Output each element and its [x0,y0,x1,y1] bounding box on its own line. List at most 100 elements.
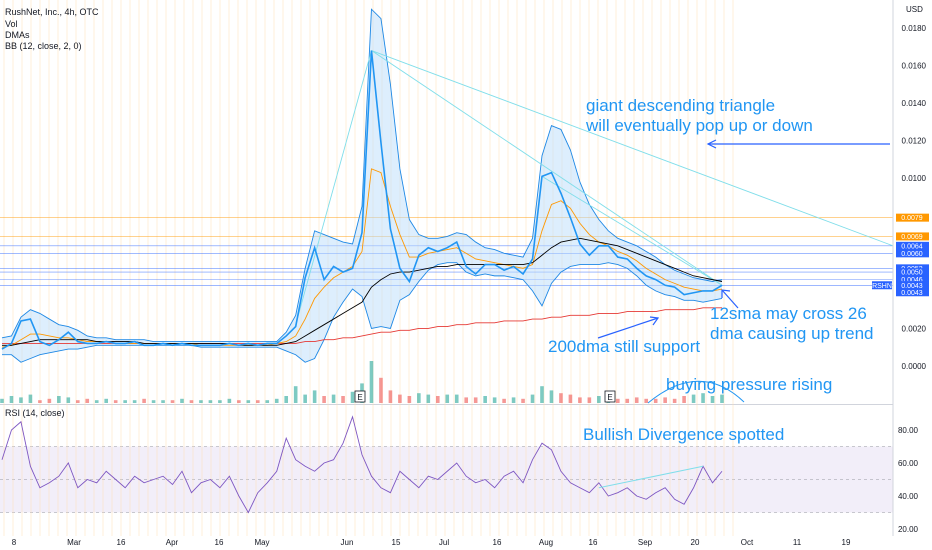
volume-bar [104,398,109,403]
volume-bar [113,400,118,403]
symbol-tag-label: RSHN [872,283,892,290]
price-tag-label: 0.0069 [901,234,923,241]
volume-bar [293,386,298,403]
volume-bar [369,361,374,403]
annotation-triangle-line1: giant descending triangle [586,96,775,115]
x-tick-label: 8 [12,538,17,547]
x-tick-label: May [254,538,269,547]
x-tick-label: 20 [691,538,700,547]
volume-bar [559,393,563,403]
volume-bar [38,400,42,403]
annotation-divergence: Bullish Divergence spotted [583,425,784,444]
buying-pressure-arc [647,380,745,404]
price-tag [896,241,929,250]
divergence-line [598,465,704,489]
price-tick-label: 0.0140 [902,99,927,108]
x-tick-label: 15 [392,538,401,547]
volume-bar [597,396,601,403]
volume-bar [625,398,630,403]
volume-bar [180,398,184,403]
panel-divider [0,404,893,405]
volume-bar [170,400,175,403]
volume-bar [151,400,156,403]
annotation-sma-line2: dma causing up trend [710,324,874,343]
volume-bar [530,394,535,403]
volume-bar [407,396,412,403]
triangle-upper-line [371,50,894,247]
price-tick-label: 0.0160 [902,62,927,71]
volume-bar [237,400,241,403]
x-tick-label: Sep [638,538,653,547]
volume-bar [331,394,336,403]
volume-bar [0,398,4,403]
volume-bar [85,398,90,403]
annotation-triangle-line2: will eventually pop up or down [585,116,813,135]
volume-bar [123,400,127,403]
volume-bar [284,396,289,403]
symbol-tag [872,281,892,290]
volume-bar [66,397,71,403]
x-tick-label: 16 [589,538,598,547]
volume-bar [322,396,326,403]
volume-bar [227,398,232,403]
volume-bar [663,397,667,403]
legend-bb: BB (12, close, 2, 0) [5,41,82,51]
price-tag-label: 0.0043 [901,283,923,290]
x-tick-label: Jul [439,538,449,547]
volume-bar [710,396,715,403]
triangle-left-line [295,50,372,325]
last-price-label: 0.0043 [901,290,923,297]
x-tick-label: 11 [793,538,802,547]
triangle-inner-line [371,50,723,286]
price-tag-label: 0.0050 [901,270,923,277]
chart-background [0,404,893,513]
price-tick-label: 0.0020 [902,324,927,333]
earnings-marker[interactable]: E [354,390,366,403]
price-tick-label: 0.0180 [902,24,927,33]
volume-bar [189,400,194,403]
volume-bar [94,400,99,403]
volume-bar [502,398,506,403]
volume-bar [483,396,487,403]
arrow-support [597,316,660,339]
arrow-sma [721,289,739,309]
volume-bar [265,400,270,403]
bb-fill [2,9,722,363]
volume-bar [255,400,260,403]
price-tag [896,213,929,222]
bb-lower [2,262,723,363]
volume-bar [615,398,620,403]
price-series [1,50,723,350]
volume-bar [464,397,469,403]
currency-label: USD [906,5,923,14]
last-price-tag [896,288,929,297]
volume-bar [75,400,80,403]
volume-bar [9,396,14,403]
volume-bar [218,400,222,403]
triangle-second-line [541,175,723,286]
earnings-marker[interactable]: E [604,390,616,403]
x-tick-label: Oct [741,538,754,547]
volume-bar [691,394,696,403]
volume-bar [161,400,165,403]
svg-text:E: E [357,393,362,402]
volume-bar [672,398,677,403]
volume-bar [28,394,33,403]
bb-upper [1,8,723,343]
volume-bar [511,397,516,403]
bollinger-bands [1,8,723,363]
x-tick-label: 19 [842,538,851,547]
descending-triangle-lines [295,50,894,325]
volume-bar [634,397,639,403]
volume-bar [445,394,450,403]
session-gridlines [3,0,734,536]
volume-bar [132,400,137,403]
price-tag [896,268,929,277]
volume-bar [199,400,203,403]
price-tag-label: 0.0064 [901,243,923,250]
volume-bar [246,400,251,403]
axes: 0.0180 0.0160 0.0140 0.0120 0.0100 0.0020 0.00… [12,0,929,547]
price-tag [896,281,929,290]
x-tick-label: 16 [493,538,502,547]
volume-bar [454,394,459,403]
